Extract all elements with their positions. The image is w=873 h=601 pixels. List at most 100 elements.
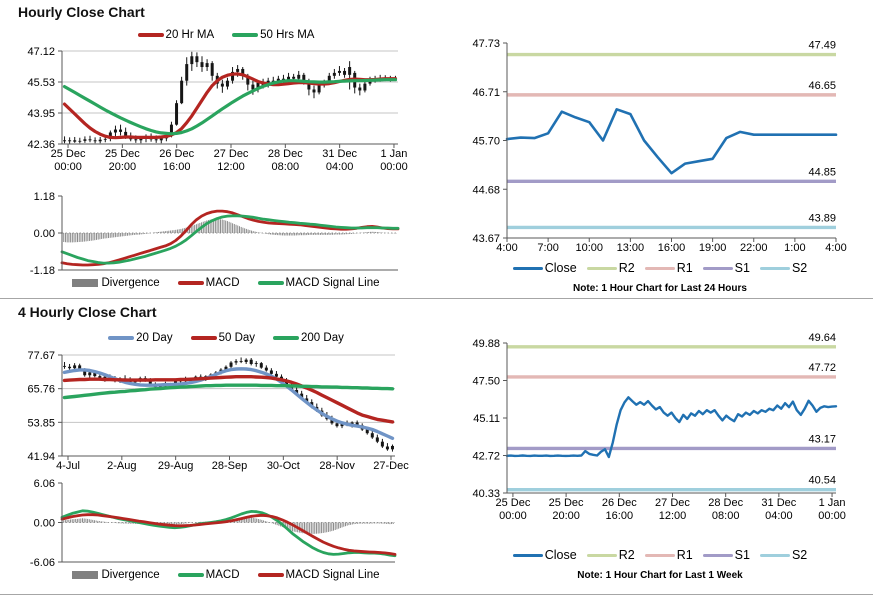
legend-label: S2 — [791, 261, 808, 275]
weekly-close-legend: Close R2 R1 S1 S2 — [468, 548, 852, 562]
svg-text:25 Dec: 25 Dec — [105, 148, 140, 160]
svg-text:42.72: 42.72 — [472, 451, 500, 463]
svg-text:28-Nov: 28-Nov — [319, 460, 355, 472]
section-divider — [0, 298, 873, 299]
line-swatch-icon — [644, 553, 675, 557]
hourly-ma-legend: 20 Hr MA 50 Hrs MA — [40, 29, 412, 41]
legend-item-divergence: Divergence — [72, 569, 160, 581]
svg-text:42.36: 42.36 — [27, 139, 55, 151]
svg-text:08:00: 08:00 — [712, 510, 740, 522]
legend-item-50-day: 50 Day — [190, 332, 256, 344]
line-swatch-icon — [190, 336, 217, 340]
legend-label: 50 Day — [218, 332, 256, 344]
line-swatch-icon — [702, 553, 733, 557]
legend-item-s1: S1 — [702, 261, 750, 275]
legend-label: S1 — [734, 261, 750, 275]
svg-text:43.17: 43.17 — [808, 433, 836, 445]
legend-item-close: Close — [512, 261, 577, 275]
svg-text:45.53: 45.53 — [27, 77, 55, 89]
legend-item-s1: S1 — [702, 548, 750, 562]
svg-text:08:00: 08:00 — [272, 161, 300, 173]
hourly-macd-legend: Divergence MACD MACD Signal Line — [40, 277, 412, 289]
legend-item-s2: S2 — [759, 261, 808, 275]
svg-text:22:00: 22:00 — [740, 242, 768, 254]
svg-text:10:00: 10:00 — [575, 242, 603, 254]
hourly-macd-chart: 1.18 0.00 -1.18 — [30, 191, 400, 277]
legend-label: Divergence — [101, 569, 160, 581]
legend-item-divergence: Divergence — [72, 277, 160, 289]
line-swatch-icon — [137, 33, 164, 37]
svg-text:12:00: 12:00 — [217, 161, 245, 173]
legend-item-macd-signal-line: MACD Signal Line — [257, 277, 380, 289]
legend-item-50-hrs-ma: 50 Hrs MA — [232, 29, 314, 41]
legend-item-macd: MACD — [177, 277, 240, 289]
svg-text:12:00: 12:00 — [659, 510, 687, 522]
legend-label: R2 — [618, 548, 635, 562]
four-hourly-candlestick-chart: 77.67 65.76 53.85 41.944-Jul 2-Aug 29-Aug 28-S… — [27, 350, 409, 472]
hourly-close-legend: Close R2 R1 S1 S2 — [468, 261, 852, 275]
svg-text:26 Dec: 26 Dec — [159, 148, 194, 160]
svg-text:16:00: 16:00 — [606, 510, 634, 522]
legend-label: 20 Day — [136, 332, 173, 344]
svg-text:-1.18: -1.18 — [30, 265, 55, 277]
line-swatch-icon — [232, 33, 259, 37]
svg-text:46.71: 46.71 — [472, 87, 500, 99]
svg-text:47.72: 47.72 — [808, 362, 836, 374]
line-swatch-icon — [512, 266, 543, 270]
svg-text:16:00: 16:00 — [658, 242, 686, 254]
svg-text:7:00: 7:00 — [537, 242, 558, 254]
svg-text:6.06: 6.06 — [34, 478, 55, 490]
line-swatch-icon — [586, 266, 617, 270]
svg-text:19:00: 19:00 — [699, 242, 727, 254]
svg-text:43.67: 43.67 — [472, 233, 500, 245]
svg-text:-6.06: -6.06 — [30, 557, 55, 569]
svg-text:16:00: 16:00 — [163, 161, 191, 173]
legend-label: Divergence — [101, 277, 160, 289]
legend-item-200-day: 200 Day — [273, 332, 344, 344]
legend-item-close: Close — [512, 548, 577, 562]
line-swatch-icon — [177, 573, 204, 577]
legend-item-r1: R1 — [644, 548, 693, 562]
legend-item-s2: S2 — [759, 548, 807, 562]
line-swatch-icon — [759, 266, 790, 270]
svg-text:40.33: 40.33 — [472, 488, 500, 500]
svg-text:00:00: 00:00 — [54, 161, 82, 173]
line-swatch-icon — [257, 281, 284, 285]
legend-label: R1 — [676, 548, 693, 562]
bar-swatch-icon — [72, 571, 99, 579]
hourly-close-note: Note: 1 Hour Chart for Last 24 Hours — [573, 283, 747, 294]
svg-text:25 Dec: 25 Dec — [51, 148, 86, 160]
legend-label: 20 Hr MA — [165, 29, 215, 41]
svg-text:1.18: 1.18 — [34, 191, 55, 203]
svg-text:00:00: 00:00 — [499, 510, 527, 522]
legend-label: 200 Day — [301, 332, 344, 344]
svg-text:53.85: 53.85 — [27, 417, 55, 429]
line-swatch-icon — [759, 553, 790, 557]
bottom-divider — [0, 594, 873, 595]
svg-text:46.65: 46.65 — [808, 80, 836, 92]
line-swatch-icon — [108, 336, 135, 340]
svg-text:44.68: 44.68 — [472, 184, 500, 196]
legend-label: 50 Hrs MA — [260, 29, 315, 41]
hourly-section-title: Hourly Close Chart — [18, 4, 145, 20]
svg-text:47.49: 47.49 — [808, 40, 836, 52]
legend-label: MACD Signal Line — [285, 569, 380, 581]
line-swatch-icon — [702, 266, 733, 270]
line-swatch-icon — [257, 573, 284, 577]
svg-text:1:00: 1:00 — [784, 242, 805, 254]
svg-text:0.00: 0.00 — [34, 228, 55, 240]
svg-text:47.12: 47.12 — [27, 46, 55, 58]
svg-text:31 Dec: 31 Dec — [322, 148, 357, 160]
svg-text:43.89: 43.89 — [808, 212, 836, 224]
svg-text:25 Dec: 25 Dec — [549, 497, 584, 509]
line-swatch-icon — [177, 281, 204, 285]
legend-label: Close — [544, 261, 577, 275]
svg-text:41.94: 41.94 — [27, 451, 55, 463]
svg-text:1 Jan: 1 Jan — [381, 148, 408, 160]
svg-text:49.64: 49.64 — [808, 332, 836, 344]
legend-label: R1 — [676, 261, 693, 275]
svg-text:45.11: 45.11 — [473, 413, 500, 425]
svg-text:43.95: 43.95 — [27, 108, 55, 120]
svg-text:04:00: 04:00 — [765, 510, 793, 522]
